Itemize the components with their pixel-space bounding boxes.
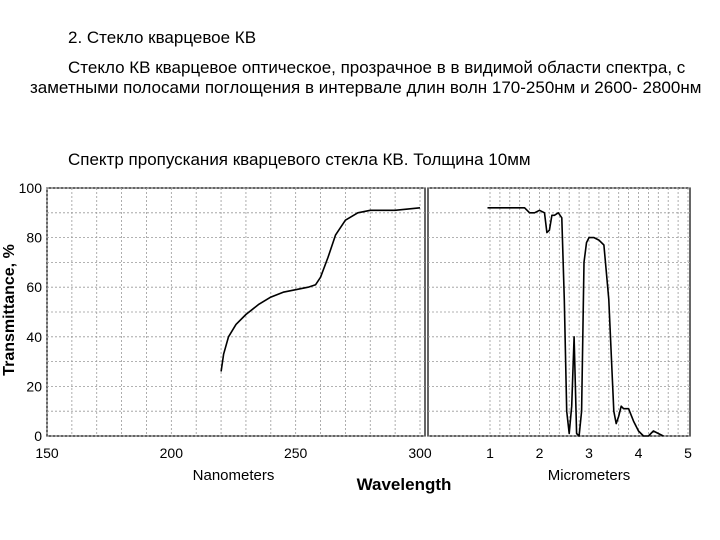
unit-label-um: Micrometers (548, 467, 631, 484)
heading: 2. Стекло кварцевое КВ (68, 28, 257, 47)
series-line-um (487, 207, 664, 437)
x-tick-label: 300 (408, 445, 432, 461)
x-tick-label: 200 (160, 445, 184, 461)
description-paragraph: Стекло КВ кварцевое оптическое, прозрачн… (30, 58, 702, 97)
y-tick-label: 80 (26, 230, 42, 246)
y-axis-label: Transmittance, % (1, 244, 18, 376)
x-tick-label: 2 (536, 445, 544, 461)
x-tick-label: 150 (35, 445, 59, 461)
y-tick-label: 100 (19, 180, 43, 196)
chart-series (220, 207, 664, 437)
chart-labels: 150 200 250 300 Nanometers 1 2 3 4 5 Micrometers 0 2… (1, 180, 692, 494)
x-tick-label: 1 (486, 445, 494, 461)
y-tick-label: 40 (26, 329, 42, 345)
chart-grid (46, 187, 690, 437)
x-tick-label: 4 (635, 445, 643, 461)
series-line-nm (220, 207, 421, 372)
y-tick-label: 20 (26, 378, 42, 394)
x-tick-label: 3 (585, 445, 593, 461)
unit-label-nm: Nanometers (193, 467, 275, 484)
x-axis-label: Wavelength (357, 475, 452, 494)
y-tick-label: 0 (34, 428, 42, 444)
x-tick-label: 250 (284, 445, 308, 461)
y-tick-label: 60 (26, 279, 42, 295)
chart-caption: Спектр пропускания кварцевого стекла КВ.… (68, 150, 531, 169)
x-tick-label: 5 (684, 445, 692, 461)
